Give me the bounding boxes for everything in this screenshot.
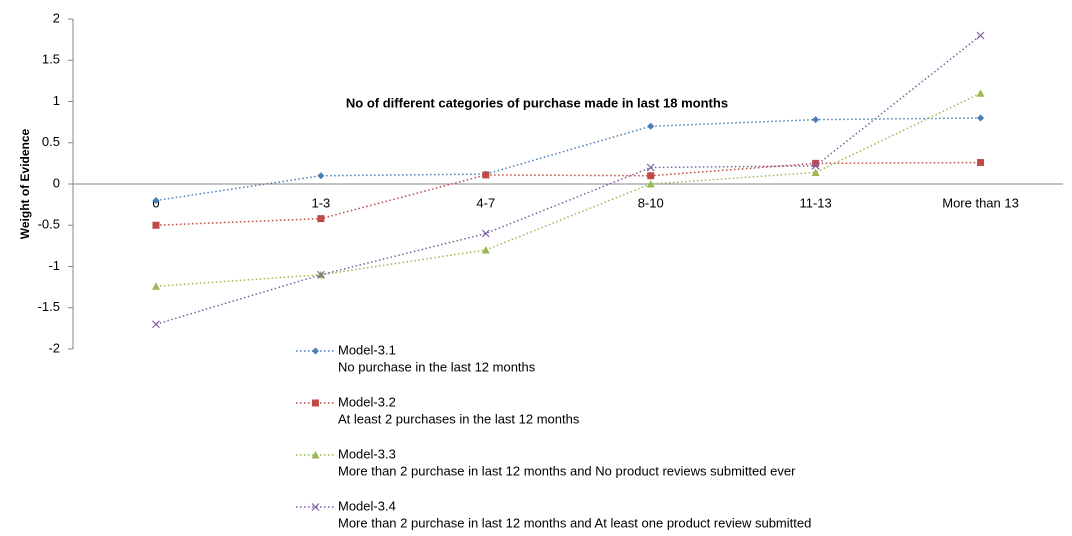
- data-point: [811, 161, 820, 170]
- x-tick-label: 11-13: [799, 195, 831, 210]
- legend-label: Model-3.2: [338, 394, 396, 409]
- x-tick-label: 4-7: [476, 195, 495, 210]
- x-tick-label: 8-10: [638, 195, 664, 210]
- legend-marker: [312, 399, 319, 407]
- data-point: [976, 31, 985, 40]
- y-tick-label: -1.5: [38, 299, 60, 314]
- y-axis-label: Weight of Evidence: [18, 128, 32, 239]
- data-point: [647, 172, 655, 180]
- y-tick-label: 1: [53, 93, 60, 108]
- legend-description: More than 2 purchase in last 12 months a…: [338, 463, 796, 478]
- legend-marker: [311, 451, 320, 459]
- legend-marker: [312, 347, 319, 355]
- data-point: [646, 180, 655, 188]
- y-tick-label: 0.5: [42, 134, 60, 149]
- legend-label: Model-3.3: [338, 446, 396, 461]
- legend-label: Model-3.1: [338, 342, 396, 357]
- data-point: [152, 221, 160, 229]
- data-point: [482, 171, 490, 179]
- data-point: [977, 159, 985, 167]
- data-point: [976, 89, 985, 97]
- series-line: [155, 117, 981, 202]
- legend-description: At least 2 purchases in the last 12 mont…: [338, 411, 580, 426]
- series-line: [155, 34, 982, 325]
- y-tick-label: 1.5: [42, 52, 60, 67]
- data-point: [317, 215, 325, 223]
- x-tick-label: 1-3: [311, 195, 330, 210]
- y-tick-label: -2: [48, 340, 60, 355]
- y-tick-label: 2: [53, 10, 60, 25]
- data-point: [316, 270, 325, 279]
- data-point: [812, 159, 820, 167]
- y-tick-label: -0.5: [38, 217, 60, 232]
- data-point: [317, 172, 325, 180]
- series-line: [155, 92, 981, 288]
- data-point: [811, 168, 820, 176]
- data-point: [812, 116, 820, 124]
- chart-title: No of different categories of purchase m…: [346, 95, 728, 110]
- series-line: [155, 161, 981, 226]
- x-tick-label: More than 13: [942, 195, 1019, 210]
- y-tick-label: 0: [53, 175, 60, 190]
- data-point: [647, 122, 655, 130]
- data-point: [646, 163, 655, 172]
- y-tick-label: -1: [48, 258, 60, 273]
- legend-marker: [311, 503, 320, 511]
- legend-description: More than 2 purchase in last 12 months a…: [338, 515, 811, 530]
- data-point: [152, 197, 160, 204]
- data-point: [481, 229, 490, 238]
- data-point: [977, 114, 985, 122]
- data-point: [481, 246, 490, 254]
- legend-label: Model-3.4: [338, 498, 396, 513]
- data-point: [151, 282, 160, 290]
- legend-description: No purchase in the last 12 months: [338, 359, 536, 374]
- data-point: [152, 320, 160, 329]
